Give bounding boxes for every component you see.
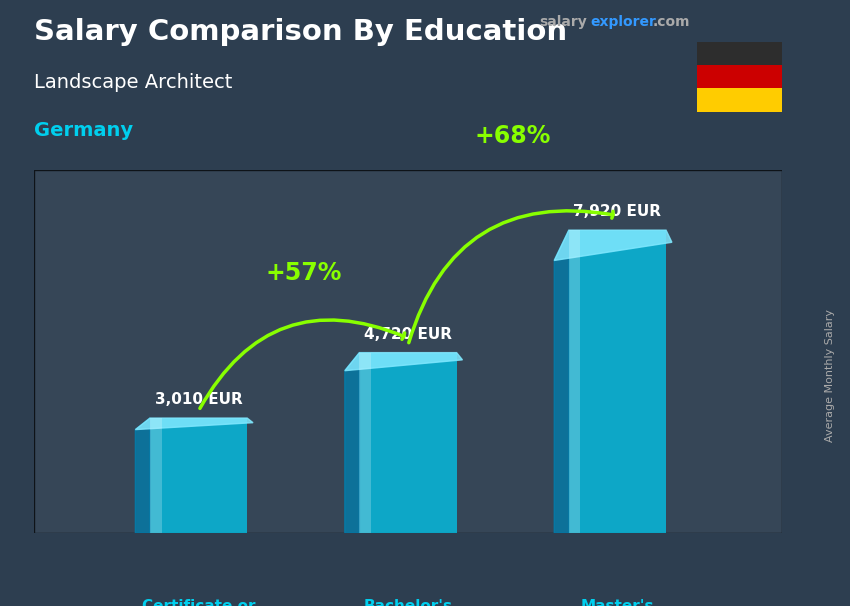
Polygon shape <box>345 353 360 533</box>
Text: Master's
Degree: Master's Degree <box>581 599 654 606</box>
Text: explorer: explorer <box>591 15 656 29</box>
Polygon shape <box>135 418 150 533</box>
FancyBboxPatch shape <box>360 353 456 533</box>
FancyBboxPatch shape <box>360 353 371 533</box>
FancyBboxPatch shape <box>569 230 581 533</box>
Text: Salary Comparison By Education: Salary Comparison By Education <box>34 18 567 46</box>
Polygon shape <box>135 418 253 430</box>
Polygon shape <box>345 353 462 371</box>
Polygon shape <box>554 230 569 533</box>
Text: Certificate or
Diploma: Certificate or Diploma <box>142 599 255 606</box>
Text: Bachelor's
Degree: Bachelor's Degree <box>364 599 452 606</box>
Text: +57%: +57% <box>265 261 342 285</box>
Text: Germany: Germany <box>34 121 133 140</box>
Polygon shape <box>554 230 672 261</box>
Text: +68%: +68% <box>474 124 551 148</box>
Text: Landscape Architect: Landscape Architect <box>34 73 232 92</box>
Text: 7,920 EUR: 7,920 EUR <box>574 204 661 219</box>
Text: 3,010 EUR: 3,010 EUR <box>155 392 242 407</box>
FancyBboxPatch shape <box>150 418 247 533</box>
FancyBboxPatch shape <box>569 230 666 533</box>
FancyBboxPatch shape <box>150 418 162 533</box>
Text: Average Monthly Salary: Average Monthly Salary <box>824 309 835 442</box>
Text: 4,720 EUR: 4,720 EUR <box>364 327 452 342</box>
Text: .com: .com <box>653 15 690 29</box>
Text: salary: salary <box>540 15 587 29</box>
FancyBboxPatch shape <box>34 170 782 533</box>
